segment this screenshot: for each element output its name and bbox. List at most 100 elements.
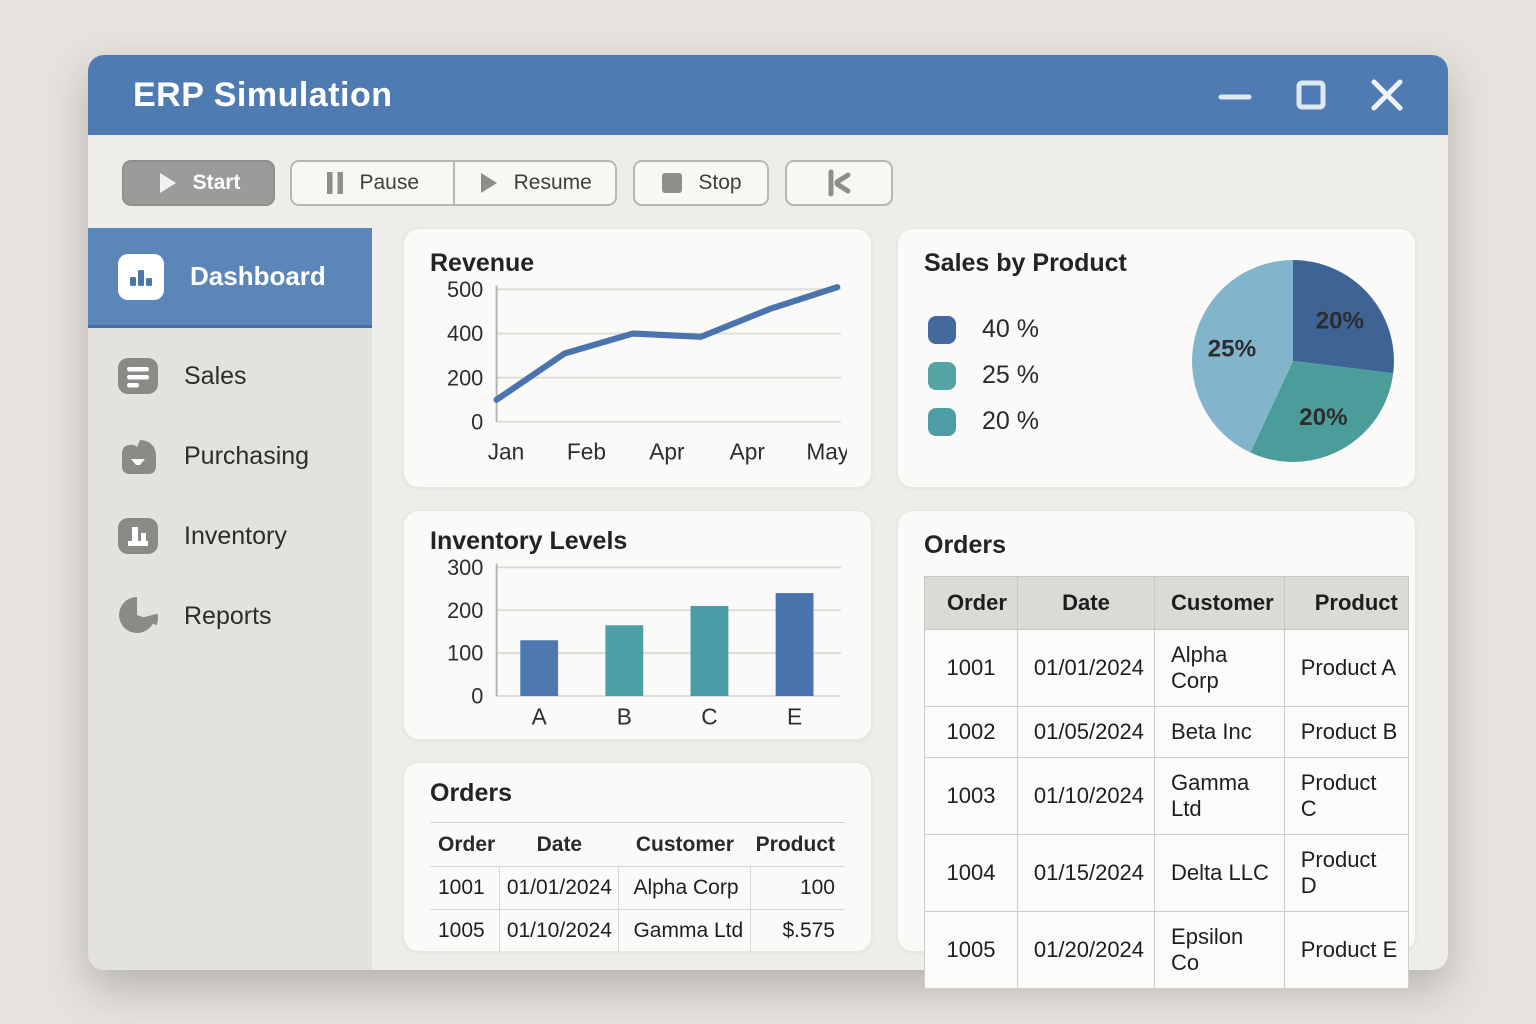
legend-item: 25 %: [928, 361, 1039, 390]
revenue-series-line: [493, 284, 841, 403]
column-header: Product: [1283, 576, 1409, 630]
inventory-bars-icon: [116, 514, 160, 558]
bar: [690, 605, 729, 696]
table-cell: 01/20/2024: [1016, 911, 1156, 989]
orders-table: Order Date Customer Product 1001 01/01/20…: [924, 576, 1409, 989]
legend-label: 20 %: [982, 407, 1039, 435]
table-cell: 01/10/2024: [499, 909, 619, 952]
table-cell: 01/01/2024: [499, 866, 619, 910]
bar-chart-icon: [118, 253, 164, 300]
table-row: 1001 01/01/2024 Alpha Corp Product A: [924, 629, 1409, 707]
table-cell: 1001: [430, 866, 500, 910]
y-tick-label: 500: [447, 278, 483, 302]
table-cell: Beta Inc: [1154, 706, 1285, 758]
legend-label: 40 %: [982, 315, 1039, 343]
resume-button[interactable]: Resume: [452, 162, 616, 204]
inventory-levels-title: Inventory Levels: [430, 527, 628, 555]
x-tick-label: Jan: [488, 439, 525, 465]
x-tick-label: C: [701, 703, 717, 729]
close-button[interactable]: [1366, 74, 1408, 116]
orders-summary-card: Orders Order Date Customer Product 1001 0…: [403, 762, 872, 952]
table-row: 1001 01/01/2024 Alpha Corp 100: [430, 866, 845, 910]
column-header: Customer: [635, 833, 734, 856]
purchase-bag-icon: [116, 434, 160, 478]
pie-slice: [1192, 260, 1293, 453]
pie-chart-icon: [116, 594, 160, 638]
table-row: 1005 01/10/2024 Gamma Ltd $.575: [430, 909, 845, 952]
app-window: ERP Simulation: [88, 55, 1448, 989]
start-button[interactable]: Start: [122, 160, 275, 206]
column-header: Order: [924, 576, 1018, 630]
revenue-line-chart: 0 200 400 500 Jan Feb Apr Apr May: [447, 277, 850, 465]
table-header-row: Order Date Customer Product: [430, 823, 845, 867]
toolbar: Start Pause Resume Stop: [88, 135, 1448, 228]
stop-button[interactable]: Stop: [633, 160, 769, 206]
orders-summary-table: Order Date Customer Product 1001 01/01/20…: [430, 822, 845, 952]
maximize-icon: [1296, 80, 1326, 110]
x-tick-label: May: [806, 439, 847, 465]
pie-slice-label: 25%: [1208, 336, 1256, 363]
y-tick-label: 400: [447, 321, 483, 346]
play-icon: [480, 173, 497, 193]
table-cell: 1002: [924, 706, 1018, 758]
maximize-button[interactable]: [1290, 74, 1332, 116]
sidebar-item-inventory[interactable]: Inventory: [88, 508, 372, 564]
y-tick-label: 0: [471, 409, 483, 434]
revenue-card: Revenue 0 200 400 500 Jan Feb Apr Apr May: [403, 228, 872, 488]
sales-pie-chart: 20% 20% 25%: [1192, 260, 1394, 462]
sidebar-item-purchasing[interactable]: Purchasing: [88, 428, 372, 484]
pause-icon: [327, 172, 344, 194]
dashboard-content: Revenue 0 200 400 500 Jan Feb Apr Apr May Sales …: [372, 228, 1448, 989]
table-cell: Gamma Ltd: [618, 909, 751, 952]
pie-legend: 40 % 25 % 20 %: [928, 315, 1039, 436]
window-title: ERP Simulation: [133, 75, 393, 114]
sidebar-item-dashboard[interactable]: Dashboard: [88, 228, 372, 328]
legend-swatch: [928, 361, 956, 390]
table-cell: 100: [750, 866, 845, 910]
x-tick-label: E: [787, 703, 802, 729]
orders-title: Orders: [924, 531, 1006, 559]
table-cell: Epsilon Co: [1154, 911, 1285, 989]
column-header: Customer: [1154, 576, 1285, 630]
skip-to-start-icon: [828, 169, 851, 197]
table-cell: 1001: [924, 629, 1018, 707]
minimize-button[interactable]: [1214, 74, 1256, 116]
sidebar-item-label: Reports: [184, 601, 272, 630]
reset-button[interactable]: [785, 160, 893, 206]
table-cell: Product A: [1283, 629, 1409, 707]
sidebar-item-reports[interactable]: Reports: [88, 588, 372, 644]
sidebar-item-sales[interactable]: Sales: [88, 348, 372, 404]
y-tick-label: 0: [471, 684, 483, 709]
table-row: 1002 01/05/2024 Beta Inc Product B: [924, 706, 1409, 758]
table-cell: 01/10/2024: [1016, 757, 1156, 835]
table-cell: Alpha Corp: [618, 866, 751, 910]
close-icon: [1371, 79, 1403, 111]
bar: [520, 640, 559, 696]
pause-resume-group: Pause Resume: [290, 160, 617, 206]
pause-button[interactable]: Pause: [292, 162, 453, 204]
inventory-levels-card: Inventory Levels 0 100 200 300 A B C E: [403, 510, 872, 740]
revenue-card-title: Revenue: [430, 249, 535, 277]
sidebar-item-label: Purchasing: [184, 441, 310, 470]
x-tick-label: Apr: [730, 439, 766, 465]
table-cell: Product B: [1283, 706, 1409, 758]
table-header-row: Order Date Customer Product: [924, 576, 1409, 630]
title-bar: ERP Simulation: [88, 55, 1448, 135]
resume-button-label: Resume: [513, 171, 592, 194]
sidebar-item-label: Inventory: [184, 521, 287, 550]
table-row: 1004 01/15/2024 Delta LLC Product D: [924, 834, 1409, 912]
y-tick-label: 300: [447, 556, 483, 580]
table-cell: Product C: [1283, 757, 1409, 835]
table-cell: 1004: [924, 834, 1018, 912]
bar: [775, 593, 814, 696]
x-tick-label: Feb: [567, 439, 606, 465]
table-cell: Delta LLC: [1154, 834, 1285, 912]
table-row: 1003 01/10/2024 Gamma Ltd Product C: [924, 757, 1409, 835]
sales-by-product-card: Sales by Product 40 % 25 % 20 % 20% 20% 25%: [897, 228, 1416, 488]
legend-item: 20 %: [928, 407, 1039, 436]
inventory-bar-chart: 0 100 200 300 A B C E: [447, 555, 841, 729]
x-tick-label: A: [532, 703, 548, 729]
legend-label: 25 %: [982, 361, 1039, 389]
table-cell: 01/01/2024: [1016, 629, 1156, 707]
sidebar: Dashboard Sales Purchasing: [88, 228, 372, 970]
